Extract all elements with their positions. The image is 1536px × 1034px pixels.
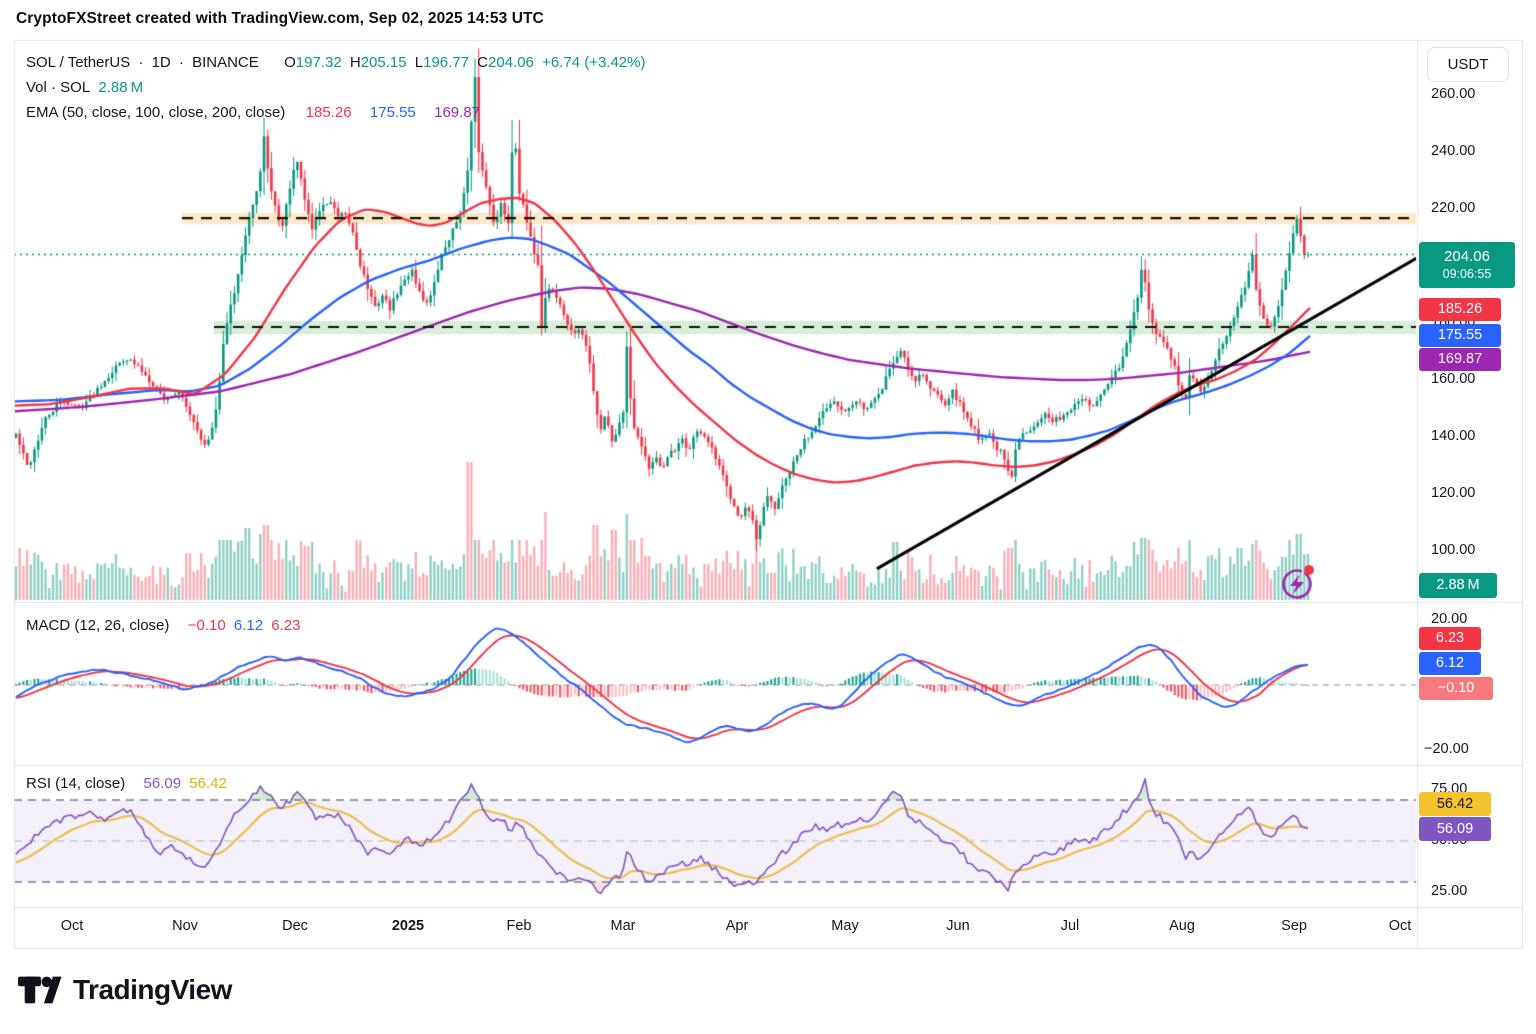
- rsi-axis-badge: 56.42: [1419, 792, 1491, 816]
- macd-axis-badge: 6.12: [1419, 652, 1481, 675]
- ema-legend: EMA (50, close, 100, close, 200, close) …: [26, 104, 484, 121]
- macd-line-value: 6.12: [233, 617, 264, 634]
- time-tick-label[interactable]: Mar: [610, 918, 636, 934]
- price-change: +6.74 (+3.42%): [542, 54, 646, 71]
- macd-hist-value: −0.10: [187, 617, 226, 634]
- time-tick-label[interactable]: Jun: [946, 918, 970, 934]
- volume-value: 2.88 M: [98, 79, 144, 96]
- macd-axis-badge: 6.23: [1419, 627, 1481, 650]
- timeframe[interactable]: 1D: [151, 54, 171, 71]
- macd-label[interactable]: MACD (12, 26, close): [26, 617, 170, 634]
- time-tick-label[interactable]: Nov: [172, 918, 198, 934]
- rsi-ma-value: 56.42: [189, 775, 227, 792]
- time-tick-label[interactable]: Oct: [60, 918, 84, 934]
- rsi-legend: RSI (14, close) 56.09 56.42: [26, 775, 231, 792]
- symbol-legend: SOL / TetherUS · 1D · BINANCE O197.32 H2…: [26, 54, 649, 71]
- price-tick-label: 160.00: [1431, 371, 1476, 387]
- tradingview-attribution[interactable]: TradingView: [18, 974, 232, 1006]
- exchange-name: BINANCE: [192, 54, 259, 71]
- macd-axis-badge: −0.10: [1419, 677, 1493, 700]
- ohlc-close-value: 204.06: [488, 54, 534, 71]
- time-tick-label[interactable]: 2025: [391, 918, 425, 934]
- time-tick-label[interactable]: Oct: [1388, 918, 1412, 934]
- price-tick-label: 120.00: [1431, 485, 1476, 501]
- ema-axis-badge: 175.55: [1419, 324, 1501, 347]
- ema-label[interactable]: EMA (50, close, 100, close, 200, close): [26, 104, 286, 121]
- time-tick-label[interactable]: May: [831, 918, 859, 934]
- ema200-value: 169.87: [434, 104, 481, 121]
- symbol-name[interactable]: SOL / TetherUS: [26, 54, 131, 71]
- time-tick-label[interactable]: Dec: [282, 918, 308, 934]
- volume-axis-badge: 2.88 M: [1419, 573, 1497, 598]
- price-tick-label: 100.00: [1431, 542, 1476, 558]
- currency-toggle-button[interactable]: USDT: [1427, 47, 1509, 82]
- volume-label: Vol · SOL: [26, 79, 91, 96]
- ohlc-close-label: C: [477, 54, 489, 71]
- macd-tick-label: 20.00: [1431, 611, 1468, 627]
- tradingview-logo-icon: [18, 976, 62, 1003]
- time-tick-label[interactable]: Sep: [1281, 918, 1307, 934]
- macd-tick-label: −20.00: [1424, 741, 1469, 757]
- time-tick-label[interactable]: Aug: [1169, 918, 1195, 934]
- ohlc-open-label: O: [284, 54, 296, 71]
- current-price-badge: 204.06 09:06:55: [1419, 242, 1515, 288]
- current-price-badge-countdown: 09:06:55: [1442, 266, 1492, 281]
- page-title: CryptoFXStreet created with TradingView.…: [16, 10, 544, 27]
- price-tick-label: 240.00: [1431, 143, 1476, 159]
- ohlc-high-value: 205.15: [360, 54, 407, 71]
- ema-axis-badge: 185.26: [1419, 298, 1501, 321]
- ema100-value: 175.55: [369, 104, 416, 121]
- price-tick-label: 260.00: [1431, 86, 1476, 102]
- macd-legend: MACD (12, 26, close) −0.10 6.12 6.23: [26, 617, 304, 634]
- legend-separator: ·: [178, 54, 184, 71]
- price-tick-label: 220.00: [1431, 200, 1476, 216]
- rsi-value: 56.09: [143, 775, 182, 792]
- legend-separator: ·: [138, 54, 144, 71]
- ohlc-low-value: 196.77: [423, 54, 469, 71]
- tradingview-logo-text: TradingView: [73, 974, 232, 1005]
- rsi-label[interactable]: RSI (14, close): [26, 775, 126, 792]
- macd-signal-value: 6.23: [271, 617, 301, 634]
- ema-axis-badge: 169.87: [1419, 348, 1501, 371]
- time-tick-label[interactable]: Apr: [725, 918, 749, 934]
- rsi-axis-badge: 56.09: [1419, 817, 1491, 841]
- rsi-tick-label: 25.00: [1431, 883, 1468, 900]
- volume-legend: Vol · SOL 2.88 M: [26, 79, 147, 96]
- price-tick-label: 140.00: [1431, 428, 1476, 444]
- ohlc-low-label: L: [414, 54, 424, 71]
- current-price-badge-price: 204.06: [1444, 247, 1490, 265]
- ohlc-high-label: H: [349, 54, 361, 71]
- ohlc-open-value: 197.32: [295, 54, 342, 71]
- time-tick-label[interactable]: Feb: [506, 918, 532, 934]
- time-tick-label[interactable]: Jul: [1060, 918, 1080, 934]
- ema50-value: 185.26: [305, 104, 352, 121]
